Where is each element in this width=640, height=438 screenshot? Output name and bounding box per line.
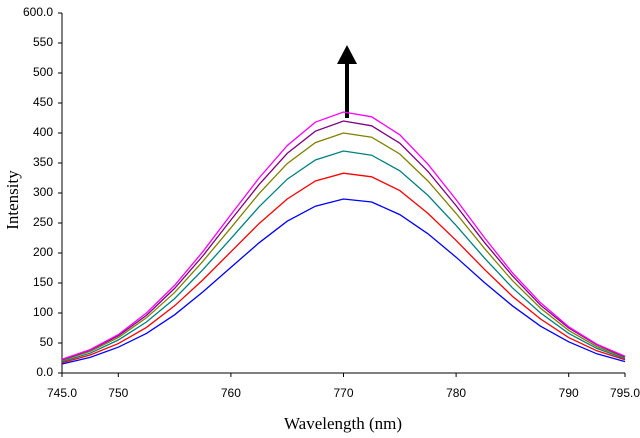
series-line — [61, 111, 626, 360]
y-tick-label: 50 — [40, 335, 54, 349]
series-line — [61, 132, 626, 362]
y-tick-label: 600.0 — [23, 5, 53, 19]
series-line — [61, 150, 626, 363]
series-line — [61, 198, 626, 365]
y-axis-title: Intensity — [3, 170, 22, 230]
y-tick-label: 100 — [33, 305, 53, 319]
y-tick-label: 550 — [33, 35, 53, 49]
x-tick-label: 780 — [446, 386, 466, 400]
series-line — [61, 120, 626, 361]
x-axis-title: Wavelength (nm) — [284, 414, 402, 433]
arrow-head — [337, 45, 357, 64]
y-tick-label: 150 — [33, 275, 53, 289]
x-tick-label: 745.0 — [47, 386, 77, 400]
y-tick-label: 250 — [33, 215, 53, 229]
x-tick-label: 770 — [333, 386, 353, 400]
x-tick-label: 750 — [108, 386, 128, 400]
y-tick-label: 500 — [33, 65, 53, 79]
series-line — [61, 172, 626, 364]
y-tick-label: 350 — [33, 155, 53, 169]
x-tick-label: 790 — [559, 386, 579, 400]
y-tick-label: 0.0 — [36, 365, 53, 379]
y-tick-label: 400 — [33, 125, 53, 139]
x-tick-label: 760 — [221, 386, 241, 400]
y-tick-label: 300 — [33, 185, 53, 199]
y-tick-label: 200 — [33, 245, 53, 259]
y-tick-label: 450 — [33, 95, 53, 109]
x-tick-label: 795.0 — [610, 386, 640, 400]
